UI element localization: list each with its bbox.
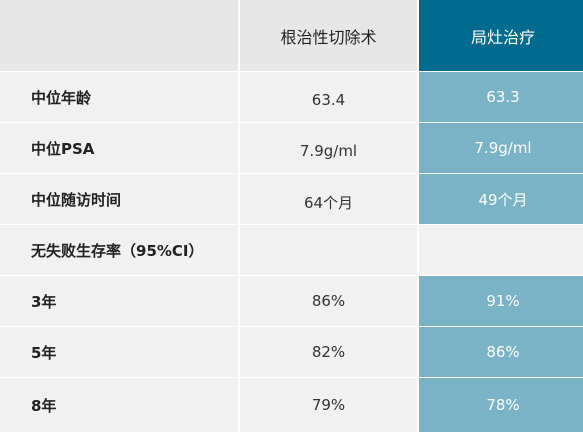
cell-surgery-8-year: 79% [240, 378, 417, 433]
row-label-median-age: 中位年龄 [0, 72, 238, 123]
cell-surgery-failure-free-survival [240, 225, 417, 276]
row-label-median-psa: 中位PSA [0, 123, 238, 174]
cell-ablation-8-year: 78% [419, 378, 583, 433]
cell-surgery-median-followup: 64个月 [240, 174, 417, 225]
cell-ablation-3-year: 91% [419, 276, 583, 327]
cell-ablation-failure-free-survival [419, 225, 583, 276]
row-label-8-year: 8年 [0, 378, 238, 433]
header-ablation: 局灶治疗 [419, 0, 583, 72]
header-corner [0, 0, 238, 72]
cell-ablation-median-psa: 7.9g/ml [419, 123, 583, 174]
header-surgery: 根治性切除术 [240, 0, 417, 72]
row-label-failure-free-survival: 无失败生存率（95%CI） [0, 225, 238, 276]
cell-surgery-5-year: 82% [240, 327, 417, 378]
cell-surgery-median-psa: 7.9g/ml [240, 123, 417, 174]
cell-ablation-5-year: 86% [419, 327, 583, 378]
cell-surgery-median-age: 63.4 [240, 72, 417, 123]
row-label-5-year: 5年 [0, 327, 238, 378]
row-label-3-year: 3年 [0, 276, 238, 327]
cell-ablation-median-followup: 49个月 [419, 174, 583, 225]
cell-ablation-median-age: 63.3 [419, 72, 583, 123]
cell-surgery-3-year: 86% [240, 276, 417, 327]
row-label-median-followup: 中位随访时间 [0, 174, 238, 225]
